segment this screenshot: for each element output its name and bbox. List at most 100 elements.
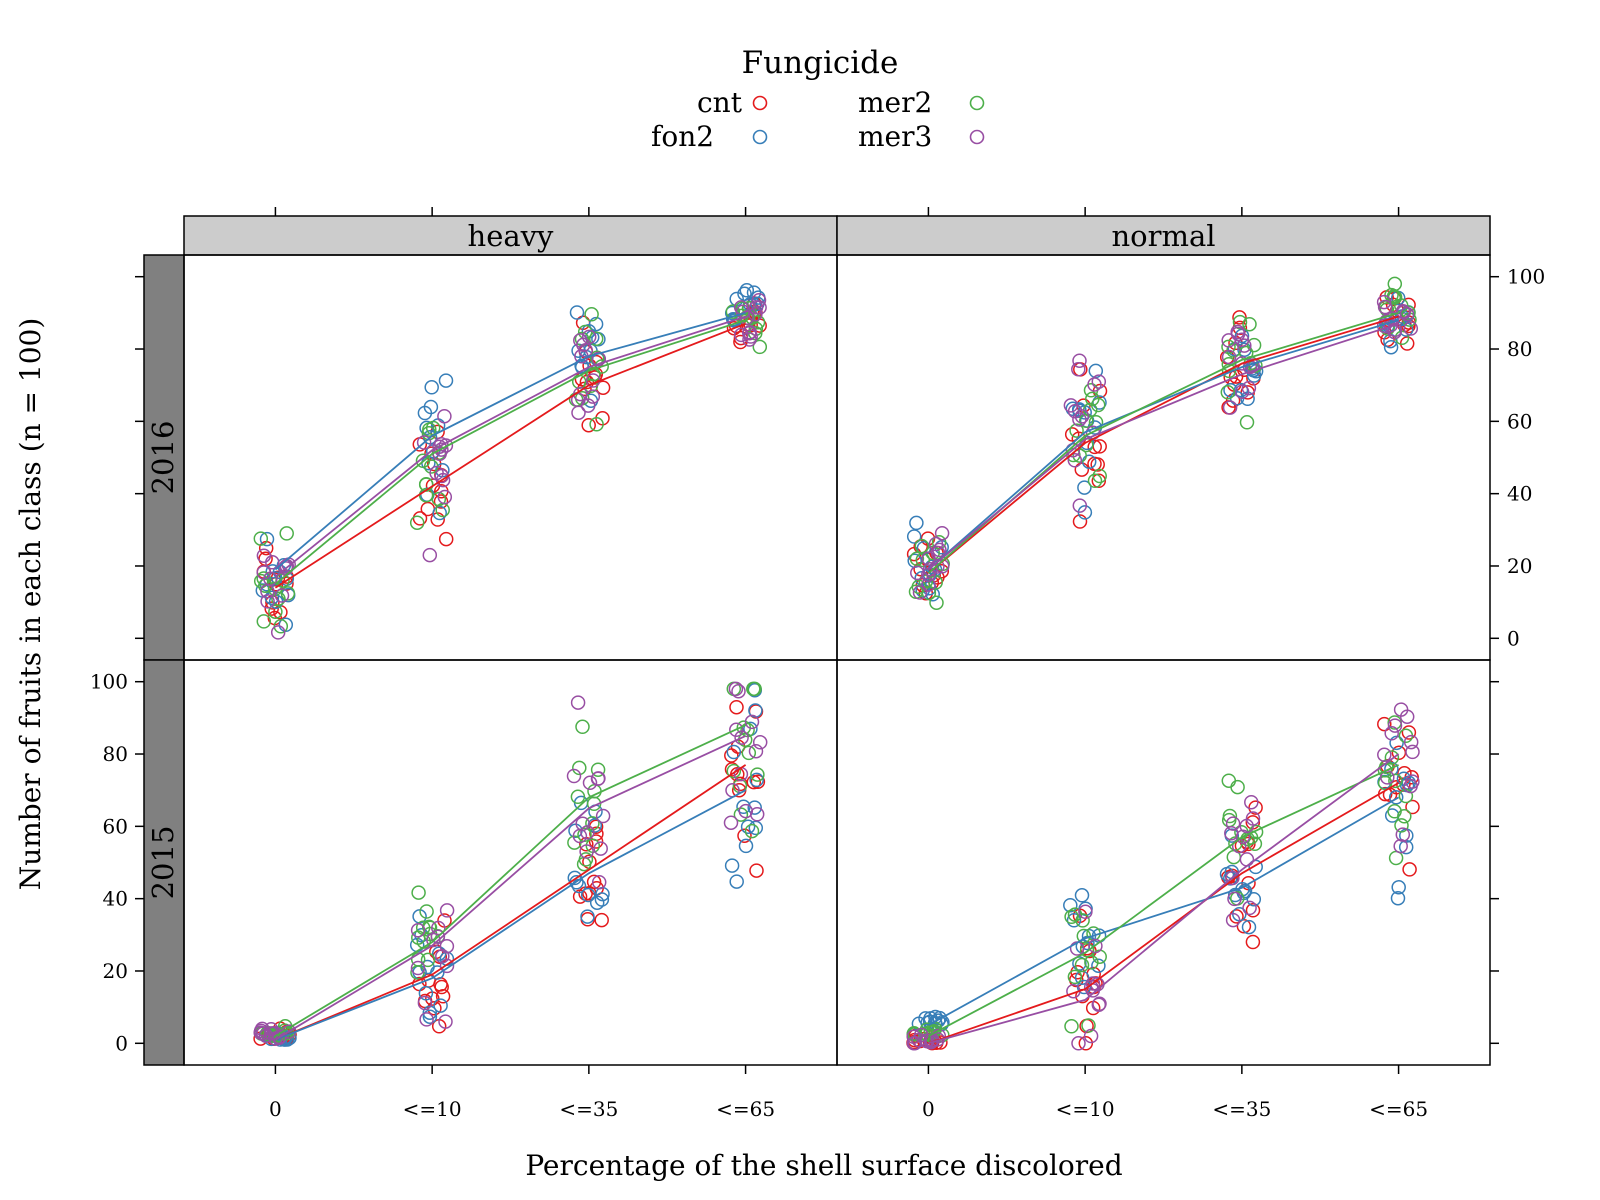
- point-mer2: [931, 535, 947, 550]
- mean-lines: [274, 724, 747, 1041]
- point-fon2: [433, 998, 448, 1013]
- point-mer3: [437, 408, 452, 424]
- points: [253, 283, 768, 640]
- point-fon2: [1074, 888, 1090, 903]
- point-mer3: [1241, 380, 1257, 396]
- point-mer3: [435, 949, 450, 964]
- point-mer2: [752, 339, 768, 355]
- point-cnt: [581, 417, 596, 433]
- point-mer3: [744, 714, 760, 730]
- point-cnt: [1087, 439, 1102, 455]
- y-tick-label-right: 60: [1507, 409, 1532, 433]
- point-mer2: [744, 823, 760, 839]
- x-tick-label: <=35: [559, 1097, 618, 1121]
- point-mer3: [437, 489, 453, 505]
- point-fon2: [740, 819, 756, 834]
- point-mer3: [1403, 734, 1419, 750]
- mean-line-mer2: [927, 764, 1399, 1037]
- legend-symbol-mer2: [969, 95, 985, 111]
- point-mer3: [748, 743, 764, 759]
- point-cnt: [438, 531, 454, 547]
- point-mer2: [1232, 314, 1248, 330]
- point-fon2: [1246, 891, 1262, 907]
- y-tick-label-right: 20: [1507, 554, 1532, 578]
- point-fon2: [1390, 890, 1406, 906]
- point-cnt: [1399, 336, 1415, 351]
- legend-symbol-mer3: [969, 129, 985, 145]
- x-tick-label: <=35: [1212, 1097, 1271, 1121]
- point-mer3: [733, 327, 749, 343]
- axes: 0 <=10 <=35 <=65 0 <=10 <=35 <=65 0 20 40 60 80 100 0 2…: [90, 207, 1545, 1121]
- point-mer3: [431, 920, 446, 936]
- point-mer3: [928, 536, 944, 552]
- points: [253, 681, 768, 1047]
- y-tick-label-right: 0: [1507, 626, 1520, 650]
- point-mer2: [1239, 415, 1255, 430]
- point-mer2: [914, 538, 930, 554]
- point-mer3: [438, 1014, 453, 1029]
- point-mer2: [1081, 1018, 1096, 1033]
- point-fon2: [423, 399, 439, 415]
- point-fon2: [424, 380, 439, 395]
- point-mer2: [421, 919, 437, 935]
- point-mer3: [274, 588, 290, 603]
- point-fon2: [1237, 883, 1253, 899]
- mean-line-cnt: [274, 322, 746, 589]
- point-mer2: [578, 852, 594, 867]
- point-fon2: [749, 772, 764, 788]
- point-mer3: [921, 577, 936, 592]
- point-mer2: [279, 526, 294, 541]
- point-mer2: [1069, 423, 1084, 438]
- y-tick-label-right: 40: [1507, 482, 1532, 506]
- point-mer2: [1242, 316, 1257, 332]
- panel-frame: [836, 659, 1491, 1066]
- mean-line-mer3: [274, 735, 746, 1041]
- mean-line-cnt: [928, 782, 1400, 1045]
- point-mer3: [260, 594, 275, 609]
- point-mer3: [416, 435, 432, 450]
- point-fon2: [737, 286, 752, 301]
- point-mer3: [422, 547, 438, 563]
- point-mer3: [742, 325, 757, 341]
- point-mer2: [1394, 818, 1409, 833]
- point-mer2: [746, 681, 761, 697]
- point-mer3: [260, 584, 275, 599]
- point-cnt: [412, 511, 428, 526]
- point-mer2: [1092, 468, 1107, 484]
- point-fon2: [432, 505, 447, 521]
- point-mer3: [1224, 825, 1239, 841]
- row-strip-label-2016: 2016: [146, 421, 180, 495]
- x-tick-label: <=65: [1369, 1097, 1428, 1121]
- strip-heavy: [183, 215, 838, 256]
- point-mer2: [1067, 969, 1083, 985]
- y-axis-title: Number of fruits in each class (n = 100): [14, 318, 47, 891]
- point-mer3: [253, 1023, 269, 1039]
- mean-lines: [927, 753, 1400, 1045]
- point-mer3: [1072, 498, 1088, 513]
- point-fon2: [1072, 956, 1087, 971]
- point-cnt: [1232, 310, 1247, 325]
- point-mer2: [918, 574, 934, 589]
- y-tick-label: 60: [103, 814, 128, 838]
- point-mer3: [1227, 891, 1242, 907]
- strip-normal: [836, 215, 1491, 256]
- point-mer2: [1064, 1019, 1079, 1034]
- point-mer2: [256, 571, 271, 586]
- mean-line-fon2: [274, 312, 746, 571]
- point-mer3: [571, 405, 586, 420]
- point-cnt: [1229, 909, 1244, 924]
- point-mer2: [928, 575, 943, 590]
- point-fon2: [909, 515, 924, 531]
- strip-label-normal: normal: [1111, 219, 1215, 253]
- point-cnt: [1072, 514, 1088, 529]
- point-mer3: [1234, 384, 1250, 400]
- point-mer3: [1403, 321, 1419, 336]
- point-fon2: [259, 531, 275, 547]
- mean-line-mer3: [927, 322, 1399, 571]
- point-mer2: [1084, 955, 1099, 970]
- point-mer3: [1222, 400, 1238, 415]
- point-mer3: [593, 841, 608, 856]
- point-mer2: [741, 745, 757, 761]
- point-mer3: [1237, 338, 1252, 353]
